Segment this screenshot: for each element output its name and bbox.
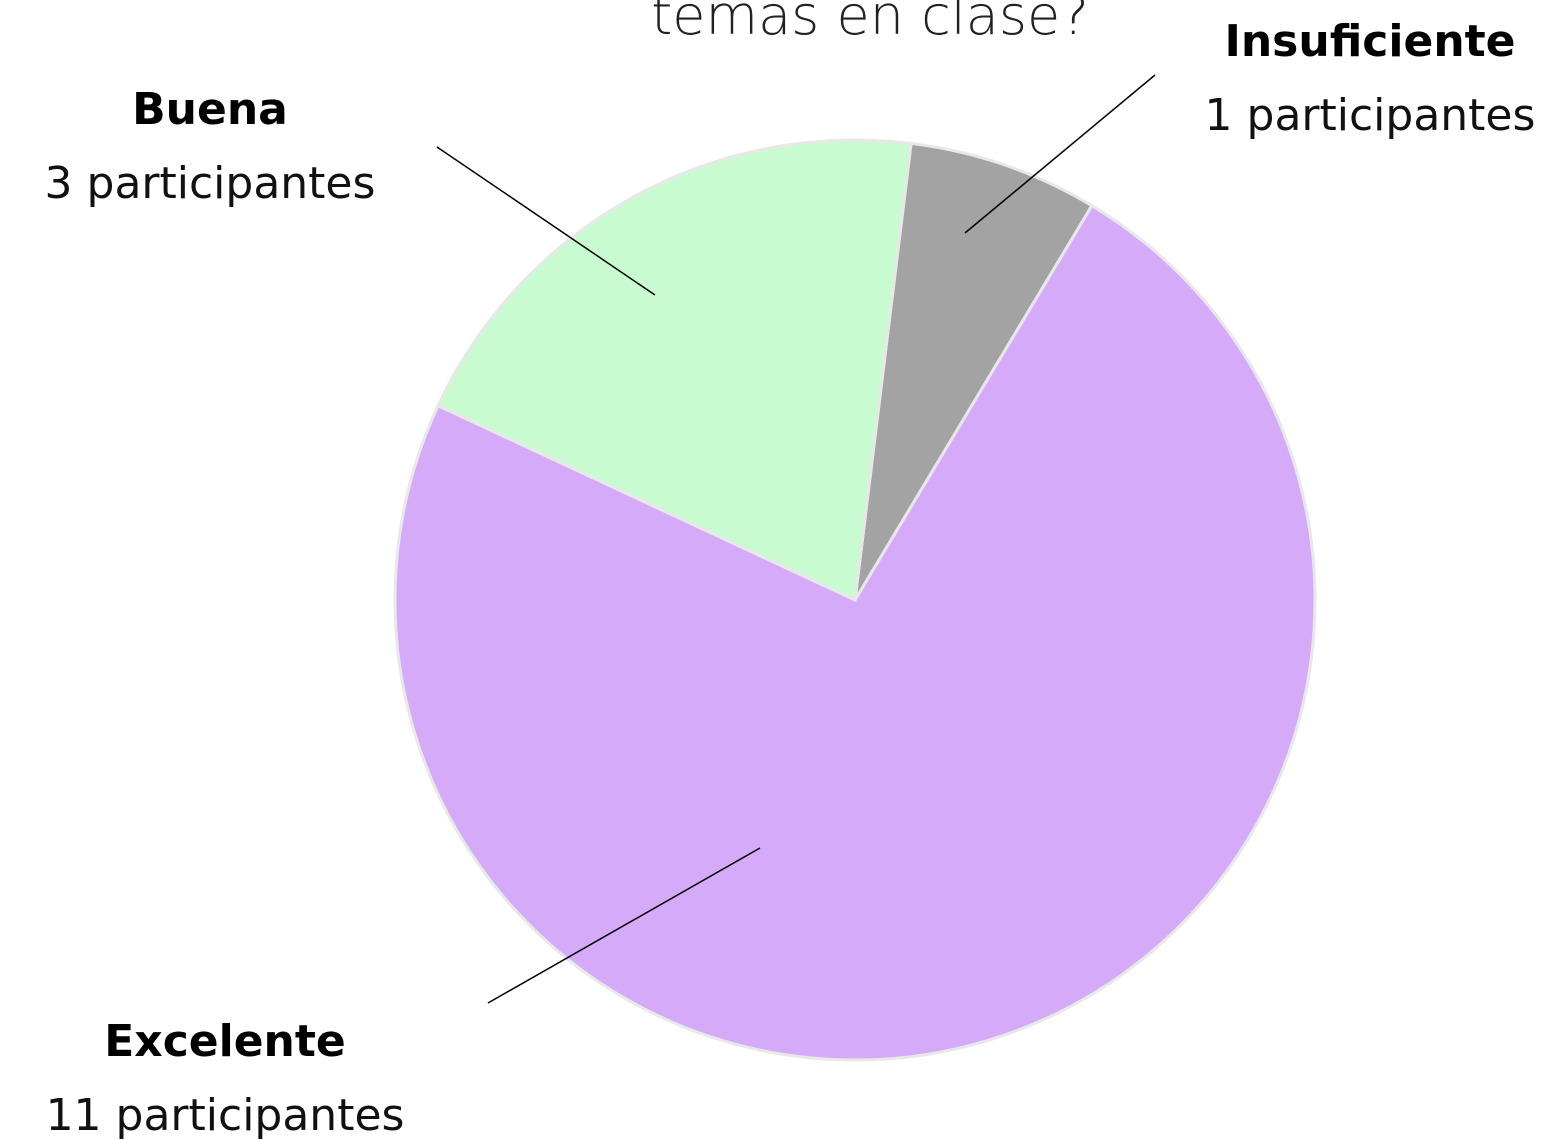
slice-label: Buena	[132, 84, 288, 135]
slice-label: Insuficiente	[1224, 16, 1515, 67]
leader-line	[487, 847, 761, 1004]
chart-title: temas en clase?	[651, 0, 1089, 47]
pie-slice	[853, 141, 1094, 601]
leader-line	[964, 74, 1156, 234]
slice-value-label: 3 participantes	[45, 158, 376, 209]
pie-slice	[393, 203, 1317, 1062]
leader-line	[436, 146, 656, 296]
pie-slice	[436, 138, 913, 603]
slice-label: Excelente	[104, 1016, 345, 1067]
slice-value-label: 1 participantes	[1205, 90, 1536, 141]
slice-value-label: 11 participantes	[46, 1090, 405, 1140]
